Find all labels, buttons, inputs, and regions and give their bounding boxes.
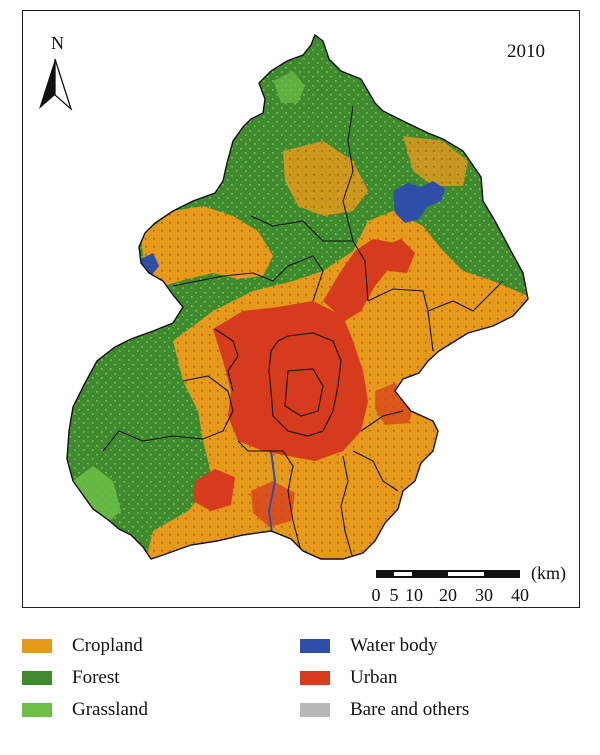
legend-item-grassland: Grassland xyxy=(22,696,148,724)
scale-bar xyxy=(376,570,520,578)
legend-label: Urban xyxy=(350,667,398,688)
legend-label: Water body xyxy=(350,635,438,656)
district-boundaries xyxy=(102,105,504,559)
cropland-area-northwest xyxy=(141,206,273,286)
cropland-area-north xyxy=(283,141,368,216)
scale-tick-5: 5 xyxy=(389,585,399,605)
scale-unit: (km) xyxy=(531,563,566,583)
scale-tick-10: 10 xyxy=(405,585,423,605)
legend: Cropland Forest Grassland Water body Urb… xyxy=(22,630,582,740)
north-arrow-icon xyxy=(39,58,73,112)
scale-tick-0: 0 xyxy=(371,585,381,605)
urban-core xyxy=(213,301,368,461)
legend-swatch xyxy=(22,671,52,685)
river xyxy=(267,450,277,542)
legend-item-cropland: Cropland xyxy=(22,632,143,660)
cropland-area-northeast xyxy=(403,136,468,186)
legend-swatch xyxy=(22,639,52,653)
legend-swatch xyxy=(300,671,330,685)
legend-item-water-body: Water body xyxy=(300,632,438,660)
legend-swatch xyxy=(300,639,330,653)
scale-tick-20: 20 xyxy=(439,585,457,605)
legend-item-bare-and-others: Bare and others xyxy=(300,696,469,724)
grassland-patch-north xyxy=(273,71,305,103)
urban-north-corridor xyxy=(323,239,395,321)
legend-item-forest: Forest xyxy=(22,664,120,692)
urban-northeast xyxy=(381,239,415,273)
reservoir xyxy=(393,181,445,223)
legend-swatch xyxy=(22,703,52,717)
legend-label: Forest xyxy=(72,667,120,688)
legend-label: Grassland xyxy=(72,699,148,720)
legend-item-urban: Urban xyxy=(300,664,397,692)
map-year: 2010 xyxy=(507,41,545,62)
urban-south-patches xyxy=(251,481,295,527)
urban-southwest xyxy=(193,469,235,511)
map-frame: N 2010 (km) 0 5 10 20 30 40 xyxy=(22,10,580,608)
land-use-map xyxy=(39,34,529,578)
legend-swatch xyxy=(300,703,330,717)
north-label: N xyxy=(51,33,64,53)
legend-label: Bare and others xyxy=(350,699,470,720)
scale-tick-40: 40 xyxy=(511,585,529,605)
legend-label: Cropland xyxy=(72,635,143,656)
scale-tick-30: 30 xyxy=(475,585,493,605)
